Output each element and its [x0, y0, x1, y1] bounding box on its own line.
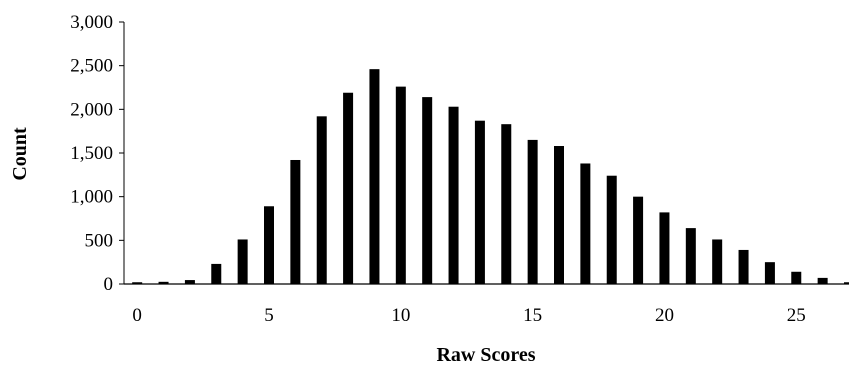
bar-18 [606, 175, 617, 284]
bar-4 [237, 239, 248, 284]
x-tick-label: 25 [787, 305, 806, 326]
bar-19 [633, 196, 644, 284]
bars [132, 69, 849, 285]
y-tick-label: 3,000 [70, 12, 113, 33]
bar-24 [764, 262, 775, 284]
bar-17 [580, 163, 591, 284]
y-tick-label: 1,500 [70, 143, 113, 164]
bar-10 [395, 86, 406, 284]
bar-9 [369, 69, 380, 284]
y-axis-ticks: 0 500 1,000 1,500 2,000 2,500 3,000 [70, 12, 124, 295]
bar-16 [554, 146, 564, 284]
bar-0 [132, 282, 143, 284]
y-tick-label: 2,500 [70, 56, 113, 77]
x-tick-label: 5 [264, 305, 274, 326]
bar-8 [343, 92, 354, 285]
bar-3 [211, 263, 222, 284]
x-axis-title: Raw Scores [436, 344, 535, 366]
bar-5 [264, 206, 274, 284]
bar-6 [290, 159, 301, 284]
bar-23 [738, 249, 749, 284]
y-tick-label: 1,000 [70, 187, 113, 208]
y-tick-label: 0 [104, 274, 114, 295]
bar-20 [659, 212, 670, 284]
bar-12 [448, 106, 459, 285]
x-tick-label: 10 [391, 305, 410, 326]
bar-21 [685, 228, 696, 284]
y-tick-label: 2,000 [70, 99, 113, 120]
bar-7 [316, 116, 327, 284]
bar-2 [184, 280, 195, 284]
x-tick-label: 20 [655, 305, 674, 326]
x-tick-label: 0 [132, 305, 142, 326]
x-axis-ticks: 0 5 10 15 20 25 [132, 305, 805, 326]
bar-26 [817, 277, 828, 284]
bar-13 [474, 120, 485, 284]
bar-11 [422, 97, 433, 284]
bar-14 [501, 124, 512, 285]
y-axis-title: Count [9, 127, 31, 181]
bar-25 [791, 271, 802, 284]
bar-15 [527, 139, 538, 284]
bar-1 [158, 281, 169, 284]
bar-22 [712, 239, 723, 284]
x-tick-label: 15 [523, 305, 542, 326]
bar-27 [844, 282, 849, 284]
y-tick-label: 500 [85, 230, 114, 251]
